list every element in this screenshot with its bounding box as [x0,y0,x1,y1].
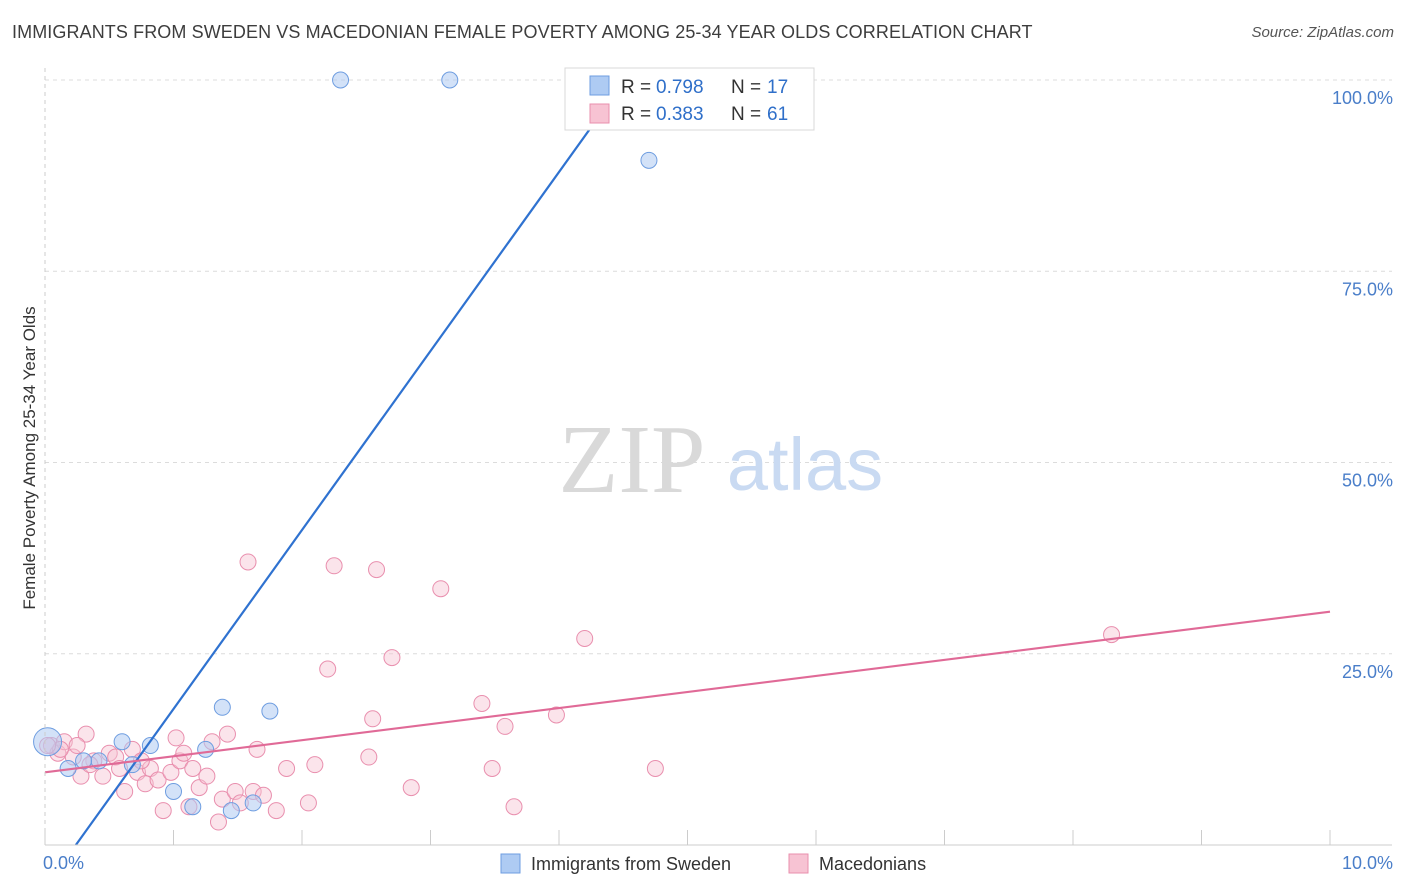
macedonians-trend-line [44,610,1331,774]
sweden-point [244,794,262,812]
macedonians-point [278,760,296,777]
sweden-point [332,71,350,89]
macedonians-point [576,629,594,647]
macedonians-point [368,561,386,579]
legend-r-label-sweden: R = [621,77,651,98]
bottom-legend-label-sweden: Immigrants from Sweden [531,854,731,874]
bottom-legend: Immigrants from Sweden Macedonians [500,853,926,874]
macedonians-point [136,775,154,793]
y-tick-label: 50.0% [1342,471,1393,491]
macedonians-point [306,756,324,774]
legend-r-label-macedonians: R = [621,104,651,125]
macedonians-point [267,802,285,820]
chart-title: IMMIGRANTS FROM SWEDEN VS MACEDONIAN FEM… [12,22,1033,42]
watermark: ZIP atlas [559,406,884,514]
macedonians-point [383,649,401,667]
y-tick-label: 25.0% [1342,662,1393,682]
sweden-point [75,752,93,770]
macedonians-points [39,553,1121,831]
macedonians-point [547,706,565,724]
macedonians-point [213,790,231,808]
sweden-point [141,737,159,755]
macedonians-point [483,760,501,777]
y-axis-title: Female Poverty Among 25-34 Year Olds [20,306,39,609]
macedonians-point [218,725,236,743]
bottom-legend-swatch-sweden [500,853,521,874]
grid-layer [45,79,1392,655]
sweden-point [165,782,182,800]
x-tick-label: 10.0% [1342,853,1393,873]
macedonians-point [364,710,382,728]
sweden-point [113,733,131,751]
macedonians-point [94,767,112,785]
legend-r-value-macedonians: 0.383 [656,104,704,125]
macedonians-point [646,760,664,777]
legend-n-label-sweden: N = [731,77,761,98]
watermark-zip: ZIP [559,406,706,514]
legend-n-label-macedonians: N = [731,104,761,125]
sweden-point [640,151,658,169]
legend-swatch-macedonians [589,103,610,124]
bottom-legend-swatch-macedonians [788,853,809,874]
x-tick-label: 0.0% [43,853,84,873]
macedonians-point [402,779,420,797]
macedonians-point [149,771,167,789]
macedonians-point [77,725,95,743]
macedonians-point [248,740,266,758]
macedonians-point [68,737,86,755]
macedonians-point [154,802,172,820]
watermark-atlas: atlas [727,423,883,506]
source-label: Source: ZipAtlas.com [1251,24,1394,41]
legend-n-value-macedonians: 61 [767,104,788,125]
macedonians-point [473,694,491,712]
macedonians-point [107,748,125,766]
sweden-point [197,740,215,758]
sweden-point [213,698,231,716]
macedonians-point [299,794,317,812]
sweden-point [184,798,202,816]
macedonians-point [319,660,337,678]
macedonians-point [167,729,185,747]
legend-swatch-sweden [589,75,610,96]
macedonians-point [505,798,523,816]
macedonians-point [432,580,450,598]
y-tick-label: 75.0% [1342,279,1393,299]
macedonians-point [239,553,257,571]
y-tick-label: 100.0% [1332,88,1393,108]
sweden-trend-line [74,90,618,846]
sweden-point [33,727,63,757]
macedonians-point [198,767,216,785]
top-legend: R = 0.798 N = 17 R = 0.383 N = 61 [564,67,815,131]
macedonians-point [360,748,378,766]
bottom-legend-label-macedonians: Macedonians [819,854,926,874]
legend-r-value-sweden: 0.798 [656,77,704,98]
macedonians-point [116,782,134,800]
axes-layer: 25.0% 50.0% 75.0% 100.0% 0.0% 10.0% [43,68,1393,873]
macedonians-point [209,813,227,831]
macedonians-point [162,763,180,781]
sweden-point [261,702,279,720]
sweden-point [222,802,240,820]
legend-n-value-sweden: 17 [767,77,788,98]
macedonians-point [496,717,514,735]
sweden-point [441,71,459,89]
trend-lines [44,90,1331,846]
macedonians-point [184,760,202,777]
macedonians-point [325,557,343,575]
